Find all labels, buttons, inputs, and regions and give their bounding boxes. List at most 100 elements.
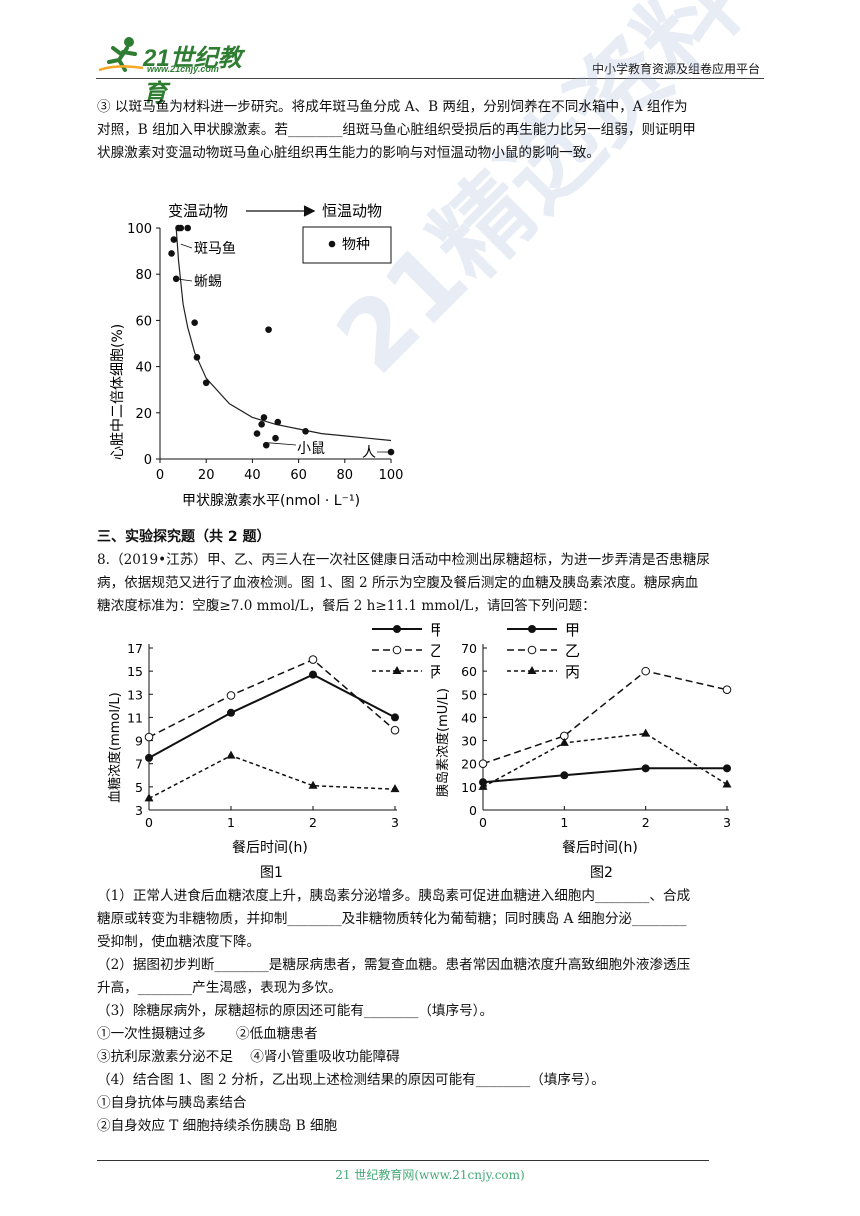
footer-text: 21 世纪教育网(www.21cnjy.com) bbox=[335, 1168, 525, 1182]
y-tick-label: 5 bbox=[135, 780, 143, 795]
scatter-x-tick-label: 80 bbox=[337, 468, 354, 483]
y-tick-label: 7 bbox=[135, 757, 143, 772]
scatter-y-tick-label: 100 bbox=[127, 222, 152, 237]
question-3: （3）除糖尿病外，尿糖超标的原因还可能有________（填序号）。 bbox=[97, 1003, 494, 1019]
series-point-2 bbox=[308, 655, 318, 664]
y-tick-label: 0 bbox=[469, 803, 477, 818]
scatter-point bbox=[302, 427, 309, 435]
series-point-2 bbox=[478, 759, 488, 769]
scatter-point bbox=[184, 224, 192, 232]
y-tick-label: 40 bbox=[461, 710, 477, 725]
series-point-1 bbox=[641, 764, 650, 773]
series-line-2 bbox=[148, 658, 396, 738]
section-heading: 三、实验探究题（共 2 题） bbox=[97, 529, 271, 545]
x-tick-label: 3 bbox=[391, 815, 399, 830]
x-tick-label: 3 bbox=[723, 815, 731, 830]
y-tick-label: 10 bbox=[461, 780, 477, 795]
series-point-3 bbox=[144, 793, 154, 802]
series-point-1 bbox=[723, 764, 731, 773]
scatter-point bbox=[274, 418, 282, 426]
mouse-leader bbox=[268, 442, 297, 446]
intro-paragraph: ③ 以斑马鱼为材料进一步研究。将成年斑马鱼分成 A、B 两组，分别饲养在不同水箱… bbox=[97, 96, 763, 165]
fig1-xlabel: 餐后时间(h) bbox=[232, 840, 308, 856]
scatter-point bbox=[177, 224, 185, 232]
question-3-options-b: ③抗利尿激素分泌不足 ④肾小管重吸收功能障碍 bbox=[97, 1049, 400, 1065]
label-lizard: 蜥蜴 bbox=[194, 274, 222, 290]
legend-label-1: 甲 bbox=[565, 621, 580, 639]
questions-block: （1）正常人进食后血糖浓度上升，胰岛素分泌增多。胰岛素可促进血糖进入细胞内___… bbox=[97, 885, 763, 1138]
q8-line-3: 糖浓度标准为：空腹≥7.0 mmol/L，餐后 2 h≥11.1 mmol/L，… bbox=[97, 598, 596, 614]
series-point-1 bbox=[145, 753, 153, 762]
series-line-1 bbox=[482, 767, 727, 784]
scatter-point bbox=[202, 379, 210, 387]
logo-url-text: www.21cnjy.com bbox=[147, 64, 219, 74]
y-tick-label: 11 bbox=[127, 710, 143, 725]
lizard-leader bbox=[176, 278, 193, 282]
scatter-ylabel: 心脏中二倍体细胞(%) bbox=[110, 324, 126, 460]
scatter-point bbox=[170, 236, 178, 243]
series-point-2 bbox=[226, 691, 236, 700]
question-3-options-a: ①一次性摄糖过多 ②低血糖患者 bbox=[97, 1026, 318, 1042]
scatter-legend-box bbox=[302, 226, 392, 264]
footer-divider bbox=[97, 1160, 709, 1161]
scatter-y-tick-label: 80 bbox=[135, 268, 152, 283]
scatter-top-right-label: 恒温动物 bbox=[322, 202, 382, 220]
series-point-3 bbox=[308, 780, 318, 789]
question-1-line-1: （1）正常人进食后血糖浓度上升，胰岛素分泌增多。胰岛素可促进血糖进入细胞内___… bbox=[97, 888, 691, 904]
q8-stem: 8.（2019•江苏）甲、乙、丙三人在一次社区健康日活动中检测出尿糖超标，为进一… bbox=[97, 549, 763, 618]
scatter-y-tick-label: 0 bbox=[144, 453, 152, 468]
scatter-x-tick-label: 60 bbox=[290, 468, 307, 483]
scatter-point bbox=[260, 414, 268, 421]
intro-line-1: ③ 以斑马鱼为材料进一步研究。将成年斑马鱼分成 A、B 两组，分别饲养在不同水箱… bbox=[97, 99, 688, 115]
question-1-line-2: 糖原或转变为非糖物质，并抑制________及非糖物质转化为葡萄糖；同时胰岛 A… bbox=[97, 911, 687, 927]
legend-label-1: 甲 bbox=[430, 621, 440, 639]
platform-title: 中小学教育资源及组卷应用平台 bbox=[591, 62, 760, 76]
scatter-x-tick-label: 20 bbox=[198, 468, 215, 483]
legend-label-2: 乙 bbox=[565, 642, 580, 660]
runner-logo-icon bbox=[98, 37, 144, 72]
legend-label-3: 丙 bbox=[565, 663, 580, 681]
legend-marker-3 bbox=[392, 666, 402, 674]
y-tick-label: 60 bbox=[461, 664, 477, 679]
series-point-1 bbox=[391, 713, 399, 722]
y-tick-label: 30 bbox=[461, 734, 477, 749]
x-tick-label: 0 bbox=[479, 815, 487, 830]
y-tick-label: 9 bbox=[135, 734, 143, 749]
y-tick-label: 20 bbox=[461, 757, 477, 772]
series-point-3 bbox=[390, 784, 400, 793]
fig2-xlabel: 餐后时间(h) bbox=[562, 840, 638, 856]
scatter-point bbox=[258, 421, 265, 428]
y-tick-label: 13 bbox=[127, 687, 143, 702]
x-tick-label: 2 bbox=[309, 815, 317, 830]
y-tick-label: 70 bbox=[461, 641, 477, 656]
scatter-top-left-label: 变温动物 bbox=[168, 202, 228, 220]
y-tick-label: 50 bbox=[461, 687, 477, 702]
series-point-1 bbox=[309, 670, 317, 679]
series-line-2 bbox=[482, 670, 728, 765]
q8-line-1: 8.（2019•江苏）甲、乙、丙三人在一次社区健康日活动中检测出尿糖超标，为进一… bbox=[97, 552, 710, 568]
y-tick-label: 3 bbox=[135, 803, 143, 818]
x-tick-label: 1 bbox=[560, 815, 568, 830]
legend-label-3: 丙 bbox=[430, 663, 440, 681]
intro-line-3: 状腺激素对变温动物斑马鱼心脏组织再生能力的影响与对恒温动物小鼠的影响一致。 bbox=[97, 145, 600, 161]
series-point-3 bbox=[226, 750, 236, 759]
label-zebrafish: 斑马鱼 bbox=[194, 240, 236, 257]
series-point-2 bbox=[641, 666, 650, 676]
series-point-3 bbox=[478, 781, 488, 790]
series-point-2 bbox=[390, 725, 400, 735]
scatter-point bbox=[262, 441, 270, 449]
zebrafish-leader bbox=[180, 243, 193, 249]
scatter-point bbox=[272, 434, 279, 442]
intro-line-2: 对照，B 组加入甲状腺激素。若________组斑马鱼心脏组织受损后的再生能力比… bbox=[97, 122, 696, 138]
question-1-line-3: 受抑制，使血糖浓度下降。 bbox=[97, 934, 261, 950]
y-tick-label: 15 bbox=[127, 664, 143, 679]
question-2-line-1: （2）据图初步判断________是糖尿病患者，需复查血糖。患者常因血糖浓度升高… bbox=[97, 957, 691, 973]
x-tick-label: 1 bbox=[227, 815, 235, 830]
fig2-ylabel: 胰岛素浓度(mU/L) bbox=[435, 688, 451, 797]
scatter-point bbox=[172, 275, 180, 283]
question-4-option-1: ①自身抗体与胰岛素结合 bbox=[97, 1095, 247, 1111]
legend-marker-1 bbox=[393, 625, 401, 633]
arrow-icon bbox=[246, 205, 316, 217]
logo-main-text: 21世纪教育 bbox=[143, 45, 242, 107]
series-point-3 bbox=[722, 779, 732, 788]
